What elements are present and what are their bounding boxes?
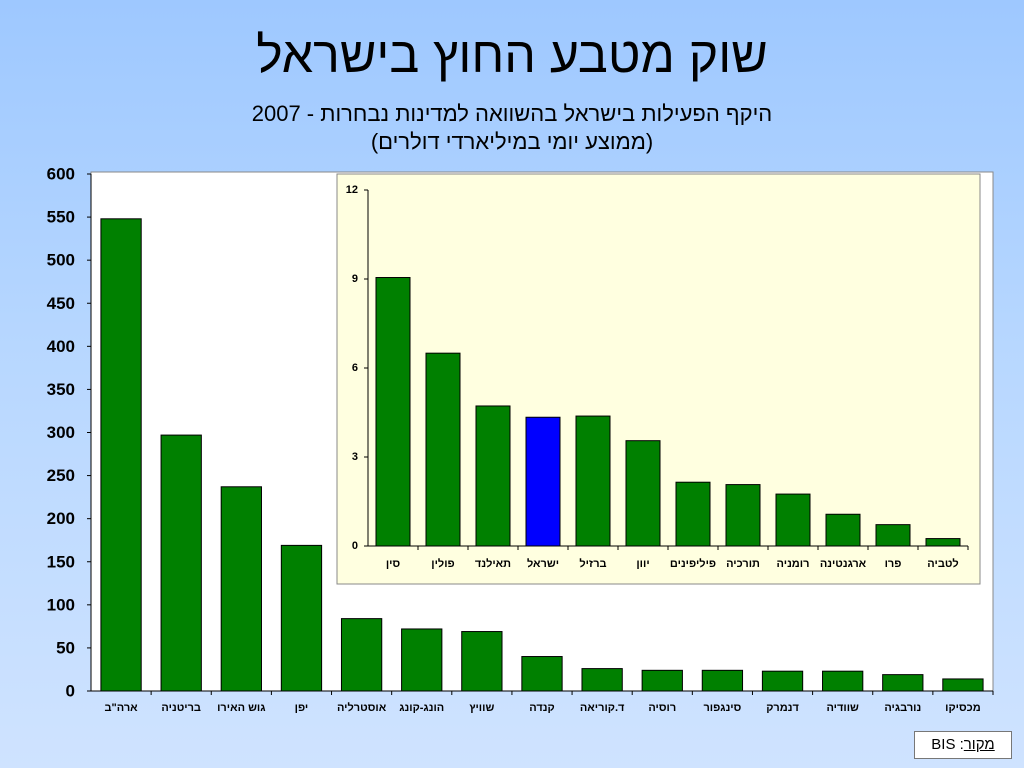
page-title: שוק מטבע החוץ בישראל [256, 27, 768, 83]
subtitle-line-1: היקף הפעילות בישראל בהשוואה למדינות נבחר… [251, 101, 773, 126]
main-bar [521, 656, 563, 692]
inset-y-tick-label: 3 [352, 451, 358, 463]
main-bar [340, 618, 383, 692]
main-y-tick-label: 400 [47, 337, 75, 356]
inset-category-label: פולין [431, 557, 454, 570]
main-bar [280, 544, 323, 692]
inset-category-label: יוון [636, 558, 649, 570]
main-y-tick-label: 0 [66, 682, 75, 701]
main-bar [401, 628, 443, 692]
subtitle-line-2: (ממוצע יומי במיליארדי דולרים) [370, 128, 654, 154]
source-value: BIS [931, 736, 956, 753]
inset-bar [875, 524, 911, 547]
inset-y-tick-label: 0 [352, 540, 358, 552]
main-bar [100, 218, 142, 692]
inset-y-tick-label: 12 [346, 184, 358, 196]
inset-category-label: פיליפינים [670, 557, 716, 570]
page-subtitle: היקף הפעילות בישראל בהשוואה למדינות נבחר… [0, 100, 1024, 155]
inset-bar [475, 405, 511, 547]
inset-category-label: ברזיל [579, 557, 606, 570]
source-label: מקור [963, 736, 995, 753]
inset-category-label: פרו [885, 558, 902, 570]
main-y-tick-label: 150 [47, 552, 75, 571]
main-category-label: הונג-קונג [399, 702, 444, 714]
main-category-label: סינגפור [703, 702, 741, 714]
inset-y-tick-label: 9 [352, 273, 358, 285]
main-category-label: שוודיה [826, 702, 859, 714]
main-y-tick-label: 100 [47, 595, 75, 614]
main-bar [822, 670, 864, 692]
inset-bar [725, 484, 761, 547]
main-category-label: גוש האירו [217, 702, 265, 714]
inset-bar [525, 416, 561, 547]
inset-bar [775, 493, 811, 547]
inset-category-label: לטביה [927, 557, 958, 570]
main-category-label: ארה"ב [104, 702, 138, 714]
main-bar [641, 669, 683, 692]
main-category-label: דנמרק [766, 702, 799, 714]
inset-category-label: רומניה [777, 558, 810, 570]
main-bar [882, 674, 924, 692]
main-y-tick-label: 200 [47, 509, 75, 528]
main-y-tick-label: 350 [47, 380, 75, 399]
main-y-tick-label: 300 [47, 423, 75, 442]
main-bar [942, 678, 984, 692]
inset-category-label: סין [386, 558, 401, 570]
inset-bar [575, 415, 611, 547]
inset-bar [375, 277, 411, 547]
main-category-label: קנדה [529, 702, 554, 714]
main-category-label: רוסיה [648, 702, 676, 714]
main-y-tick-label: 250 [47, 466, 75, 485]
main-category-label: אוסטרליה [337, 701, 387, 714]
main-bar [461, 631, 503, 692]
inset-category-label: ארגנטינה [820, 558, 867, 570]
inset-bar [625, 440, 661, 547]
main-bar [701, 669, 744, 692]
inset-category-label: תאילנד [475, 557, 511, 570]
inset-bar [925, 538, 961, 547]
main-y-tick-label: 600 [47, 165, 75, 184]
main-category-label: יפן [295, 702, 309, 714]
source-box: מקור: BIS [914, 731, 1012, 759]
inset-category-label: ישראל [527, 557, 559, 570]
main-category-label: נורבגיה [884, 702, 921, 714]
inset-y-tick-label: 6 [352, 362, 358, 374]
main-bar [761, 670, 804, 692]
main-y-tick-label: 450 [47, 294, 75, 313]
inset-bar [425, 352, 461, 547]
main-y-tick-label: 50 [56, 638, 75, 657]
main-y-tick-label: 500 [47, 251, 75, 270]
main-category-label: בריטניה [161, 702, 201, 714]
main-bar [581, 668, 623, 692]
main-category-label: ד.קוריאה [580, 702, 625, 714]
main-category-label: מכסיקו [945, 702, 981, 714]
inset-bar [675, 481, 711, 547]
inset-bar [825, 513, 861, 547]
main-bar [160, 434, 202, 692]
inset-category-label: תורכיה [726, 558, 760, 570]
main-category-label: שוויץ [469, 702, 494, 714]
main-y-tick-label: 550 [47, 208, 75, 227]
main-bar [220, 486, 262, 692]
